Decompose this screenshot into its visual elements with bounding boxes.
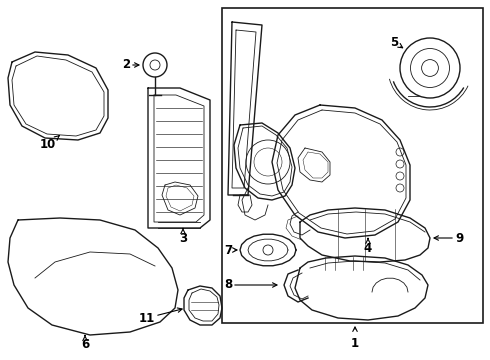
Text: 7: 7 <box>224 243 237 256</box>
Text: 2: 2 <box>122 58 139 72</box>
Text: 8: 8 <box>224 279 277 292</box>
Text: 6: 6 <box>81 336 89 351</box>
Text: 10: 10 <box>40 136 59 152</box>
Text: 11: 11 <box>139 308 182 324</box>
Text: 3: 3 <box>179 229 187 244</box>
Text: 9: 9 <box>434 231 463 244</box>
Text: 4: 4 <box>364 239 372 255</box>
Text: 5: 5 <box>390 36 403 49</box>
Text: 1: 1 <box>351 337 359 350</box>
Bar <box>222 8 483 323</box>
